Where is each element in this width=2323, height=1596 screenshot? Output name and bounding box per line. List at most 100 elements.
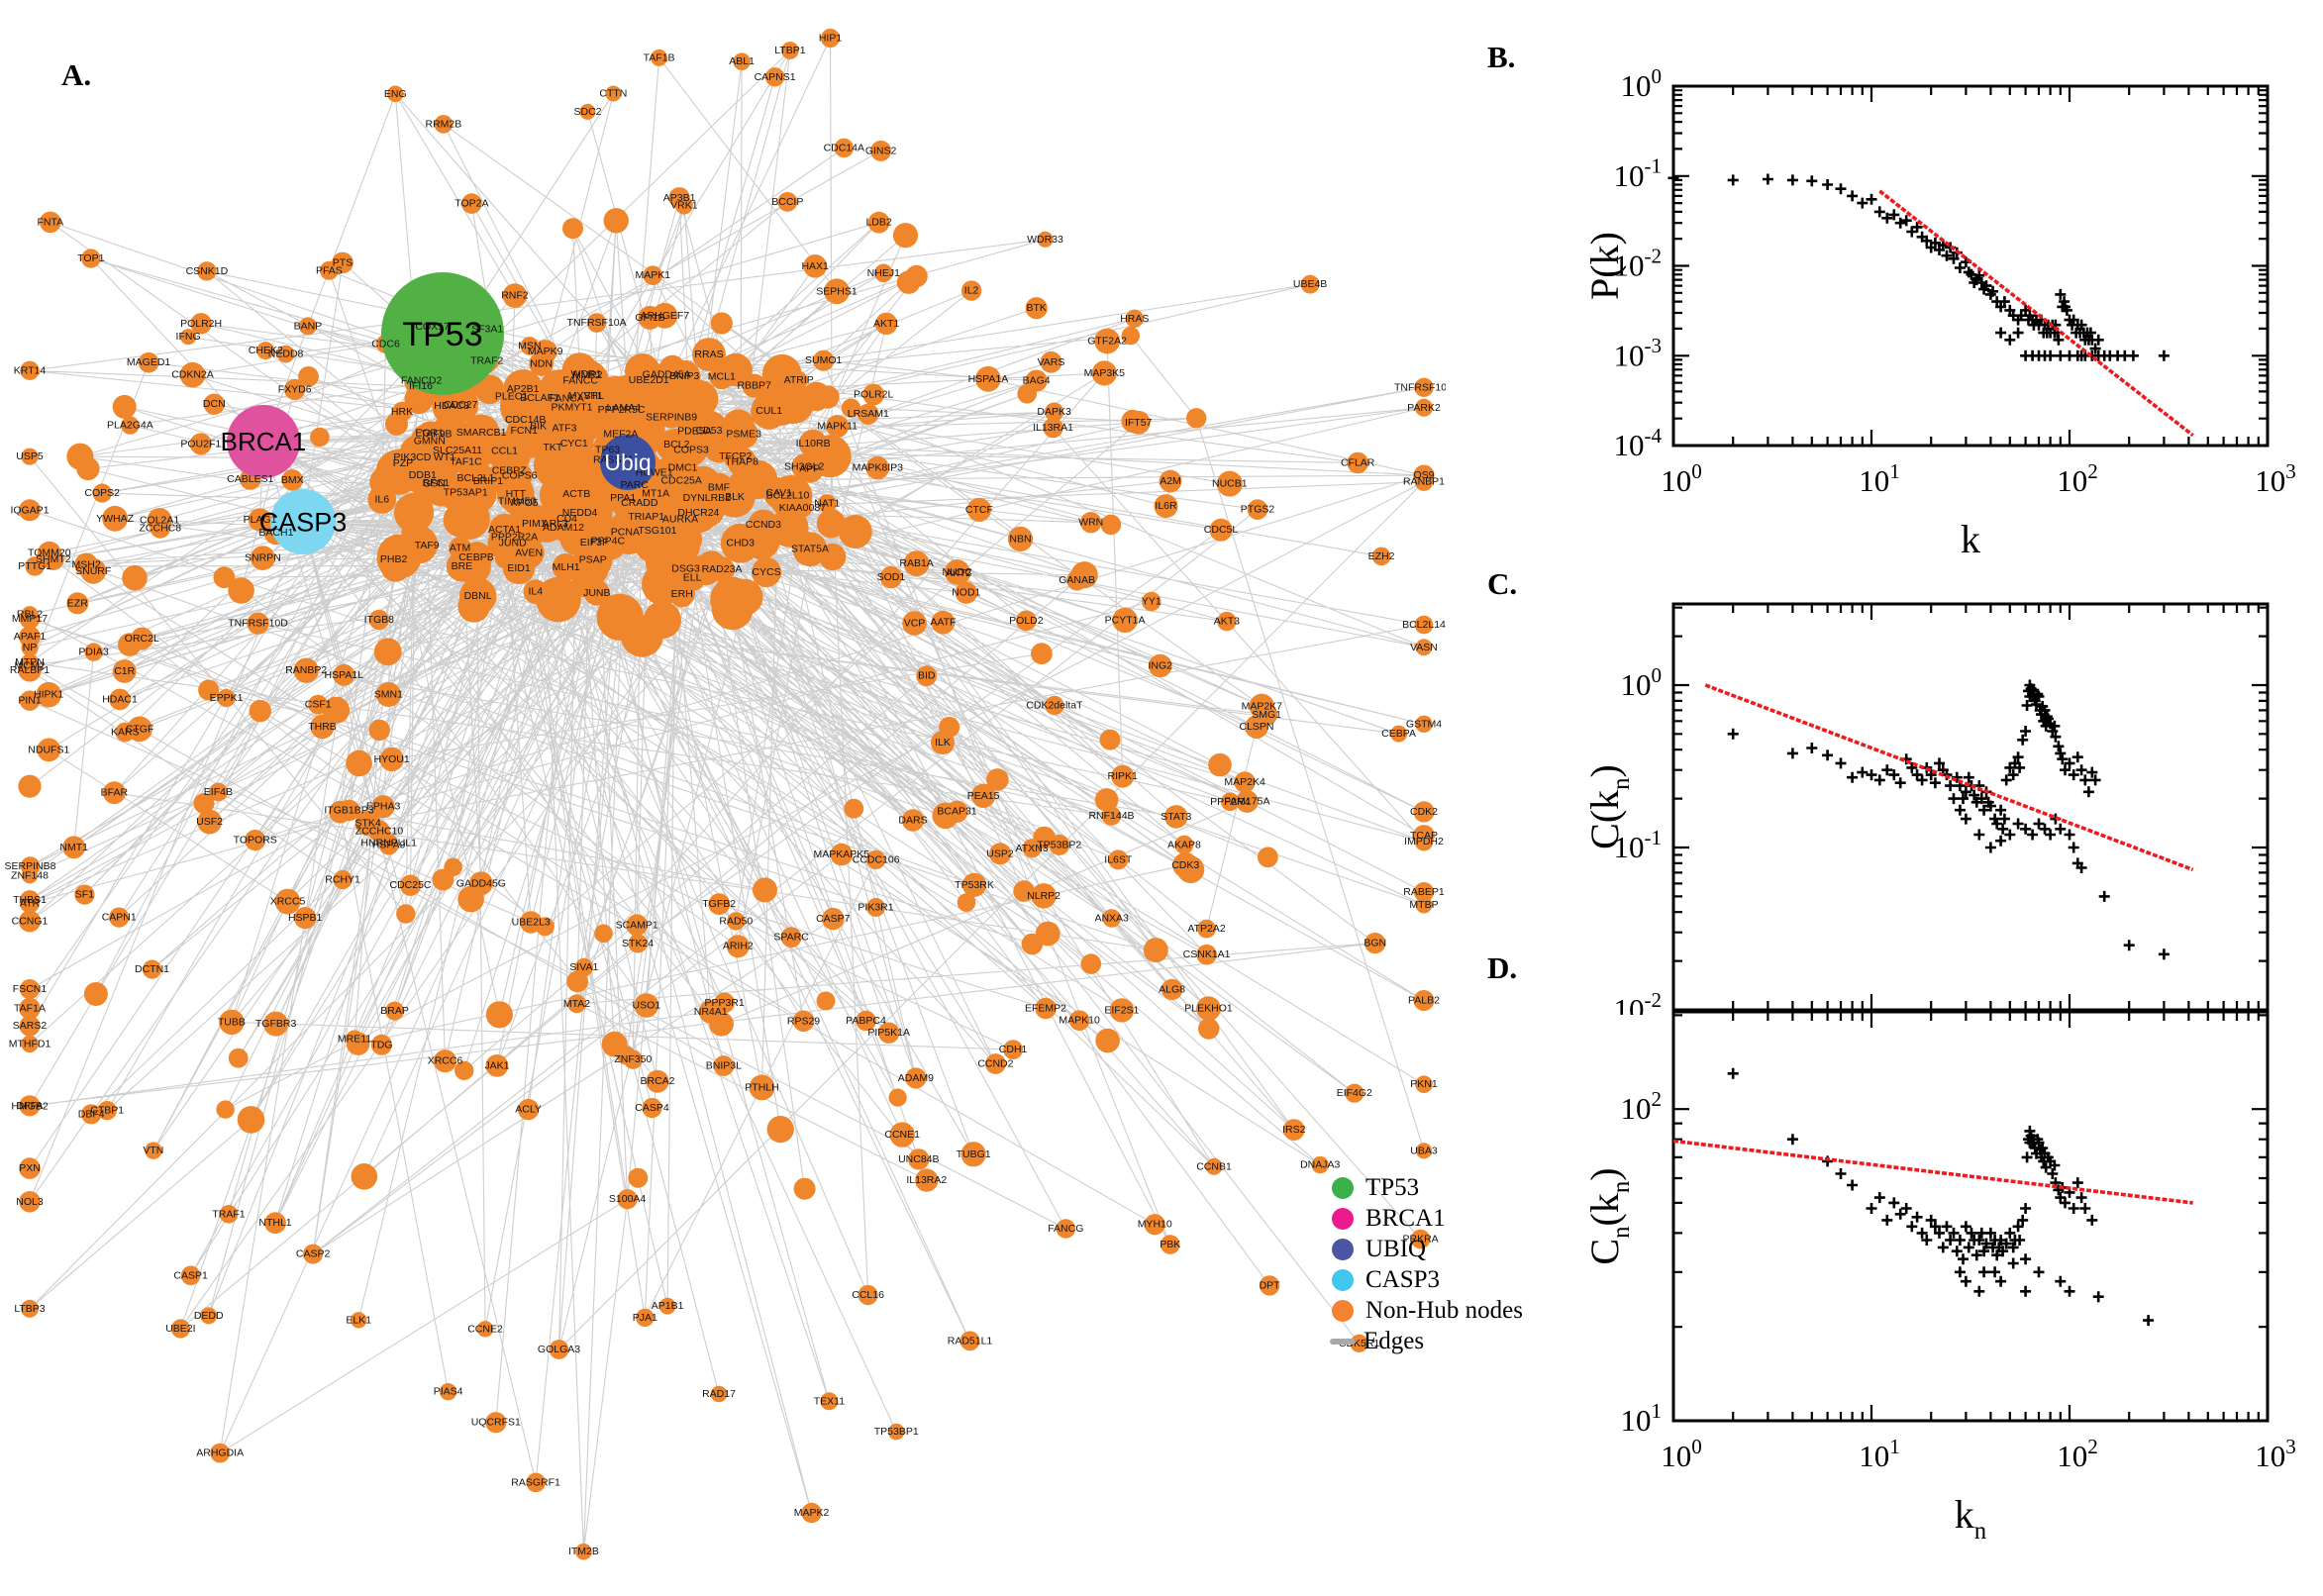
protein-node [579, 103, 596, 120]
tick-label: 103 [2255, 1435, 2296, 1473]
node-label: SNRPN [245, 552, 281, 564]
node-label: NTHL1 [258, 1217, 291, 1229]
protein-node [710, 312, 733, 335]
node-label: ARL3 [543, 518, 568, 530]
protein-node [1247, 499, 1268, 520]
protein-node [874, 312, 898, 336]
protein-node [102, 505, 128, 532]
node-label: RANBP1 [1403, 476, 1445, 488]
protein-node [1035, 997, 1057, 1020]
protein-node [656, 430, 687, 461]
node-label: MCL1 [708, 371, 736, 383]
node-label: HYOU1 [374, 753, 410, 765]
protein-node [575, 1543, 592, 1560]
node-label: CDC14B [505, 414, 546, 426]
node-label: XRCC5 [270, 896, 306, 908]
node-label: ACTB [562, 488, 590, 500]
protein-node [1234, 771, 1256, 793]
node-label: EPPK1 [210, 692, 244, 704]
node-label: CRADD [621, 497, 658, 509]
protein-node [1121, 409, 1145, 433]
protein-node [526, 1472, 546, 1493]
protein-node [1415, 1075, 1433, 1093]
node-label: SHMT2 [36, 553, 71, 565]
protein-node [21, 1035, 39, 1053]
node-label: SEPHS1 [816, 285, 858, 297]
node-label: PSAP [579, 554, 607, 566]
node-label: ITGB8 [364, 614, 395, 626]
protein-node [713, 485, 743, 515]
node-label: DNAJA3 [1300, 1159, 1340, 1171]
protein-node [18, 658, 42, 682]
protein-node [643, 265, 663, 286]
protein-node [385, 1001, 405, 1021]
protein-node [19, 1095, 41, 1117]
tick-label: 100 [1661, 459, 1702, 498]
tick-label: 101 [1859, 459, 1900, 498]
node-label: NEDD4 [562, 507, 598, 519]
node-label: STAT5A [791, 544, 829, 555]
protein-node [870, 140, 892, 161]
legend-item-nonhub: Non-Hub nodes [1332, 1295, 1523, 1326]
node-label: TGFB2 [702, 898, 736, 910]
node-label: NOL3 [16, 1196, 44, 1208]
protein-node [485, 1054, 509, 1077]
protein-node [396, 904, 416, 924]
node-label: EID1 [507, 562, 531, 574]
protein-node [878, 1022, 900, 1044]
protein-node [251, 546, 275, 570]
protein-node [816, 991, 836, 1011]
protein-node [675, 196, 693, 215]
node-label: BRCA2 [640, 1075, 674, 1087]
protein-node [21, 448, 39, 465]
node-label: JUND [499, 537, 527, 549]
node-label: AKAP8 [1167, 839, 1201, 850]
protein-node [1216, 470, 1243, 497]
panel-label-a: A. [61, 57, 92, 92]
non-hub-nodes [18, 28, 1435, 1560]
node-label: SERPINB9 [646, 411, 697, 423]
protein-node [908, 1148, 930, 1170]
tick-label: 10-4 [1613, 424, 1662, 462]
protein-node [21, 1299, 39, 1318]
node-label: CAPNS1 [755, 71, 796, 83]
node-label: NMT1 [59, 842, 88, 853]
protein-node [373, 638, 402, 666]
protein-node [19, 1015, 41, 1037]
protein-node [768, 475, 813, 519]
protein-node [1095, 1028, 1120, 1053]
protein-node [1025, 297, 1048, 320]
protein-node [901, 809, 925, 832]
scatter-points [1727, 1067, 2155, 1327]
node-label: IRS2 [1282, 1124, 1306, 1136]
node-label: SCAMP1 [616, 919, 658, 931]
legend-label: Edges [1364, 1327, 1425, 1354]
protein-node [603, 208, 629, 234]
node-label: PLEC1 [495, 390, 528, 402]
node-label: TFCP2 [719, 450, 752, 462]
edge-line-icon [1330, 1338, 1356, 1345]
node-label: LTBP3 [14, 1303, 45, 1315]
protein-node [109, 688, 131, 711]
node-label: VARS [1038, 356, 1065, 368]
node-label: COPS6 [502, 470, 538, 482]
node-label: CTGF [126, 723, 154, 735]
protein-node [1109, 998, 1135, 1023]
node-label: PPP2R2A [491, 532, 538, 544]
protein-node [1196, 944, 1217, 965]
node-label: TAF1B [644, 51, 675, 63]
protein-node [874, 263, 893, 283]
node-label: SOD1 [877, 571, 906, 583]
protein-node [651, 49, 668, 66]
protein-node [714, 992, 735, 1014]
node-label: BID [918, 670, 936, 682]
plot-frame [1671, 84, 2270, 448]
protein-node [19, 690, 41, 711]
protein-node [1112, 607, 1138, 634]
node-label: BCL2L14 [1402, 619, 1446, 631]
node-label: DBF4 [78, 1108, 105, 1120]
node-label: POLD2 [1009, 615, 1044, 627]
protein-node [20, 856, 41, 876]
node-label: IMPDH2 [1404, 836, 1444, 848]
node-label: BRAP [380, 1005, 409, 1017]
